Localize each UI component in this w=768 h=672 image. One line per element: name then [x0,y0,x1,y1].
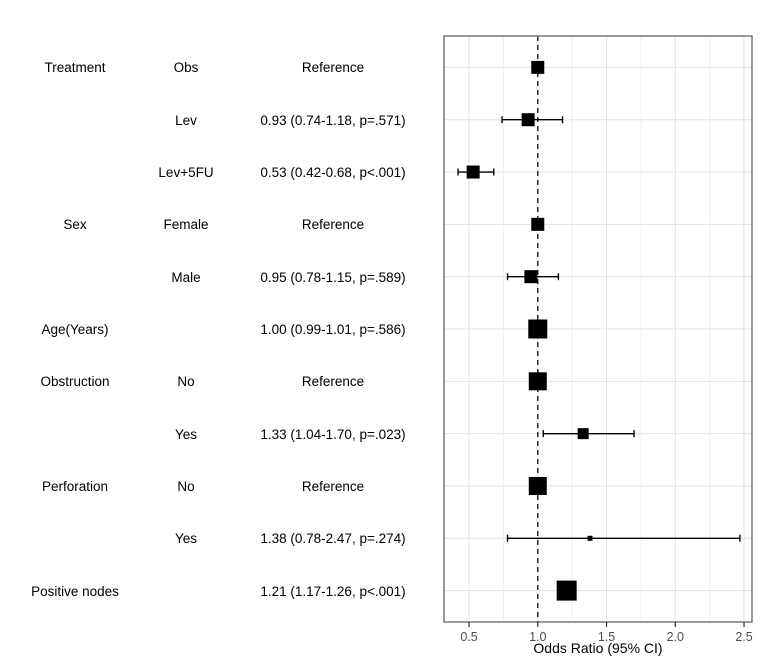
row-estimate: Reference [301,478,365,494]
row-variable: Obstruction [40,373,110,389]
or-marker [531,217,545,231]
row-level: Yes [174,530,198,546]
table-row: Treatment Obs Reference [0,41,444,93]
or-marker [528,476,547,495]
forest-table: Treatment Obs Reference Lev 0.93 (0.74-1… [0,41,444,617]
or-marker [531,60,545,74]
or-marker [521,113,535,127]
table-row: Obstruction No Reference [0,355,444,407]
panel-border [443,35,753,623]
or-marker [587,535,593,541]
or-marker [528,372,547,391]
x-tick-label: 1.0 [529,630,546,644]
table-row: Lev 0.93 (0.74-1.18, p=.571) [0,94,444,146]
table-row: Yes 1.38 (0.78-2.47, p=.274) [0,512,444,564]
row-variable: Positive nodes [31,583,119,599]
row-variable: Perforation [41,478,109,494]
row-estimate: 0.53 (0.42-0.68, p<.001) [260,164,406,180]
x-axis-title: Odds Ratio (95% CI) [533,640,663,656]
x-tick-label: 1.5 [598,630,615,644]
table-row: Perforation No Reference [0,460,444,512]
row-level: Yes [174,426,198,442]
row-estimate: 1.00 (0.99-1.01, p=.586) [260,321,406,337]
or-marker [556,580,577,601]
or-marker [577,428,589,440]
table-row: Positive nodes 1.21 (1.17-1.26, p<.001) [0,565,444,617]
row-variable: Age(Years) [41,321,109,337]
table-row: Age(Years) 1.00 (0.99-1.01, p=.586) [0,303,444,355]
x-tick-label: 2.5 [735,630,752,644]
row-level: No [177,478,195,494]
table-row: Lev+5FU 0.53 (0.42-0.68, p<.001) [0,146,444,198]
x-tick-label: 0.5 [460,630,477,644]
row-estimate: Reference [301,59,365,75]
table-row: Male 0.95 (0.78-1.15, p=.589) [0,251,444,303]
or-marker [524,270,538,284]
table-row: Sex Female Reference [0,198,444,250]
row-estimate: Reference [301,373,365,389]
row-level: No [177,373,195,389]
row-variable: Treatment [44,59,106,75]
row-estimate: 1.33 (1.04-1.70, p=.023) [260,426,406,442]
x-tick-label: 2.0 [667,630,684,644]
or-marker [466,165,480,179]
row-level: Lev [175,112,197,128]
row-estimate: 0.93 (0.74-1.18, p=.571) [260,112,406,128]
row-estimate: 1.21 (1.17-1.26, p<.001) [260,583,406,599]
row-estimate: 1.38 (0.78-2.47, p=.274) [260,530,406,546]
or-marker [528,319,548,339]
table-row: Yes 1.33 (1.04-1.70, p=.023) [0,408,444,460]
row-level: Lev+5FU [158,164,214,180]
row-estimate: 0.95 (0.78-1.15, p=.589) [260,269,406,285]
row-level: Female [163,216,209,232]
row-level: Obs [173,59,199,75]
row-estimate: Reference [301,216,365,232]
row-level: Male [171,269,201,285]
row-variable: Sex [63,216,87,232]
